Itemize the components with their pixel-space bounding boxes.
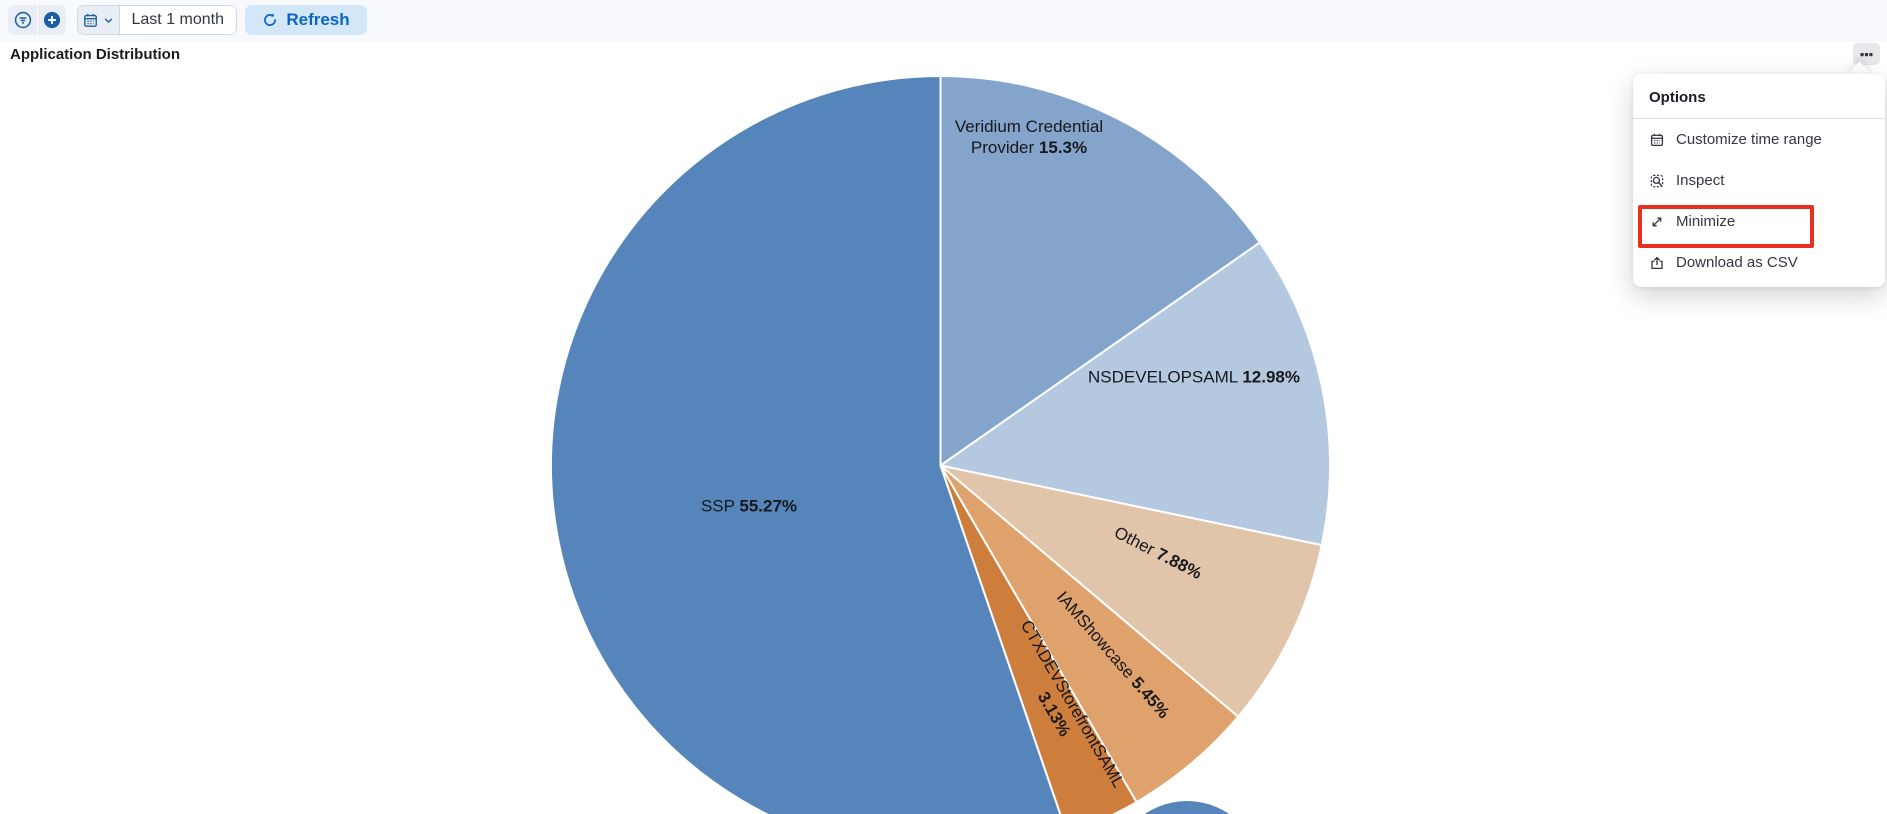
boxes-horizontal-icon: [1859, 47, 1874, 62]
pie-slice-other[interactable]: [939, 464, 1323, 718]
add-filter-button[interactable]: [37, 5, 66, 35]
pie-slice-ssp[interactable]: [550, 75, 1067, 814]
date-picker-group: Last 1 month: [77, 5, 237, 35]
panel-title: Application Distribution: [10, 46, 180, 63]
time-range-display[interactable]: Last 1 month: [118, 6, 236, 34]
menu-item-label: Minimize: [1676, 213, 1736, 230]
pie-slice-iamshowcase[interactable]: [939, 464, 1240, 804]
menu-item-download-as-csv[interactable]: Download as CSV: [1633, 242, 1885, 283]
minimize-icon: [1649, 214, 1665, 230]
calendar-icon: [82, 12, 99, 29]
pie-slice-nsdevelopsaml[interactable]: [939, 241, 1331, 547]
menu-item-minimize[interactable]: Minimize: [1633, 201, 1885, 242]
options-popover: Options Customize time range Inspect: [1633, 74, 1885, 287]
pie-label-nsdevelopsaml: NSDEVELOPSAML 12.98%: [1088, 367, 1300, 387]
application-distribution-panel: Application Distribution Veridium Creden…: [0, 42, 1887, 814]
calendar-icon: [1649, 132, 1665, 148]
export-icon: [1649, 255, 1665, 271]
filter-button-group: [8, 5, 66, 35]
pie-chart: [550, 75, 1331, 814]
pie-label-veridium: Veridium Credential Provider 15.3%: [954, 116, 1104, 157]
refresh-icon: [262, 12, 278, 28]
chevron-down-icon: [102, 14, 115, 27]
refresh-button[interactable]: Refresh: [245, 5, 367, 35]
query-toolbar: Last 1 month Refresh: [0, 0, 1887, 42]
popover-title: Options: [1633, 74, 1885, 119]
saved-query-button[interactable]: [8, 5, 37, 35]
pie-label-ssp: SSP 55.27%: [700, 496, 798, 516]
inspect-icon: [1649, 173, 1665, 189]
menu-item-inspect[interactable]: Inspect: [1633, 160, 1885, 201]
menu-item-label: Inspect: [1676, 172, 1725, 189]
panel-options-button[interactable]: [1853, 43, 1880, 65]
pie-slice-veridium-credential-provider[interactable]: [939, 75, 1261, 467]
menu-item-customize-time-range[interactable]: Customize time range: [1633, 119, 1885, 160]
menu-item-label: Download as CSV: [1676, 254, 1798, 271]
filter-circle-icon: [14, 11, 32, 29]
menu-item-label: Customize time range: [1676, 131, 1822, 148]
pie-slice-ctxdevstorefrontsaml[interactable]: [939, 464, 1138, 814]
refresh-label: Refresh: [286, 10, 350, 29]
date-picker-menu-button[interactable]: [78, 6, 119, 34]
plus-circle-icon: [43, 11, 61, 29]
